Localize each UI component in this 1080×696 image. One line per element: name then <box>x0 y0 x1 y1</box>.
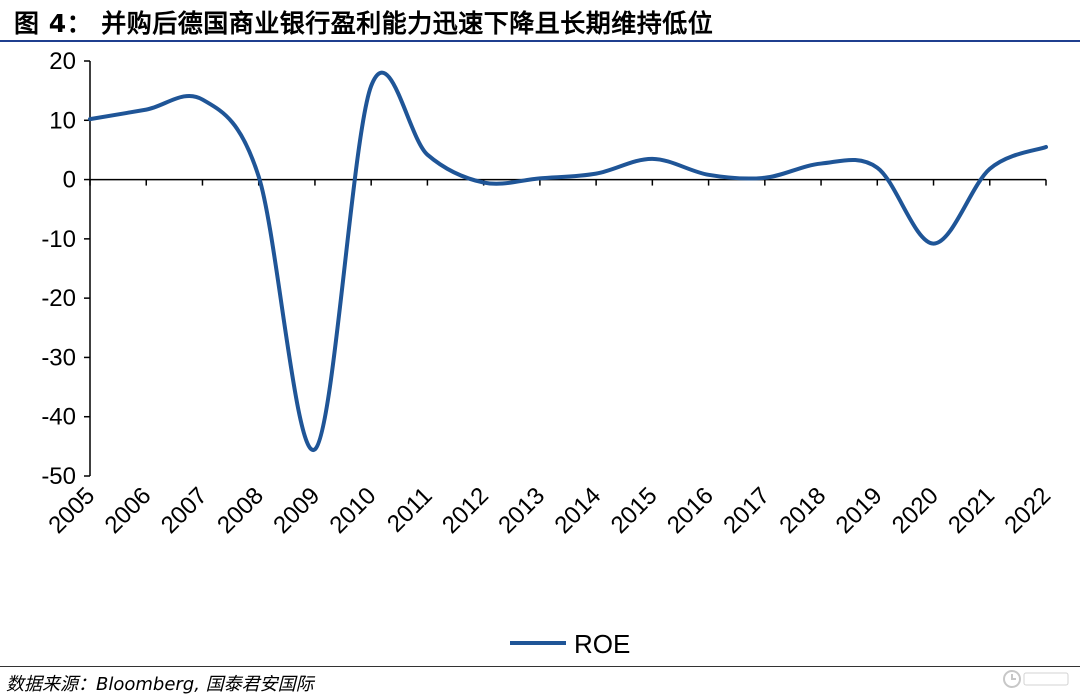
series-line-roe <box>90 73 1046 450</box>
y-tick-label: 20 <box>49 48 76 75</box>
footer-divider <box>0 666 1080 667</box>
y-axis: 20 10 0 -10 -20 -30 -40 -50 <box>41 48 90 490</box>
x-tick-label: 2017 <box>718 482 775 539</box>
y-tick-label: 10 <box>49 107 76 134</box>
x-tick-label: 2015 <box>606 482 663 539</box>
x-tick-label: 2020 <box>887 482 944 539</box>
x-tick-label: 2013 <box>493 482 550 539</box>
x-tick-label: 2014 <box>550 482 607 539</box>
series-layer <box>90 73 1046 450</box>
legend-label-roe: ROE <box>574 629 630 659</box>
y-tick-label: -50 <box>41 463 76 490</box>
x-tick-label: 2005 <box>43 482 100 539</box>
x-tick-label: 2012 <box>437 482 494 539</box>
x-tick-label: 2018 <box>774 482 831 539</box>
legend: ROE <box>510 629 630 659</box>
y-tick-label: -10 <box>41 226 76 253</box>
y-tick-label: -40 <box>41 404 76 431</box>
source-note: 数据来源：Bloomberg, 国泰君安国际 <box>6 670 314 696</box>
x-tick-label: 2019 <box>831 482 888 539</box>
x-tick-label: 2009 <box>268 482 325 539</box>
y-tick-label: -30 <box>41 344 76 371</box>
x-tick-label: 2011 <box>382 482 438 538</box>
x-tick-label: 2008 <box>212 482 269 539</box>
x-tick-label: 2007 <box>156 482 213 539</box>
watermark-logo <box>1002 668 1072 690</box>
x-tick-label: 2022 <box>999 482 1056 539</box>
x-tick-label: 2016 <box>662 482 719 539</box>
y-tick-label: 0 <box>63 167 76 194</box>
x-tick-label: 2006 <box>100 482 157 539</box>
x-tick-label: 2021 <box>943 482 1000 539</box>
x-tick-label: 2010 <box>325 482 382 539</box>
y-tick-label: -20 <box>41 285 76 312</box>
